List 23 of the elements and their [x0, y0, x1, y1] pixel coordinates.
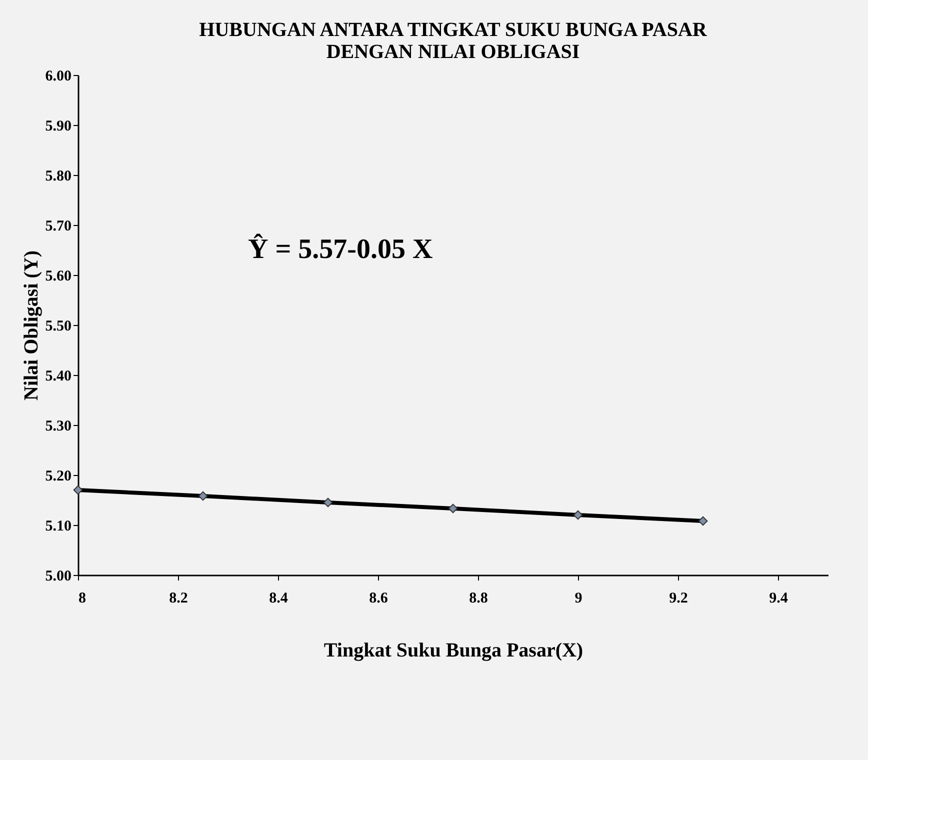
- x-tick-label: 9.2: [669, 590, 688, 606]
- y-tick-label: 5.90: [45, 118, 72, 134]
- y-tick-label: 5.40: [45, 368, 72, 384]
- y-tick-label: 5.20: [45, 468, 72, 484]
- y-axis-title: Nilai Obligasi (Y): [20, 250, 42, 401]
- y-tick-label: 5.30: [45, 418, 72, 434]
- y-tick-label: 5.10: [45, 518, 72, 534]
- x-tick-label: 8: [78, 590, 86, 606]
- chart-title: HUBUNGAN ANTARA TINGKAT SUKU BUNGA PASAR DENGAN NILAI OBLIGASI: [199, 19, 708, 63]
- annotation: Ŷ = 5.57-0.05 X: [248, 233, 433, 265]
- y-tick-label: 5.60: [45, 268, 72, 284]
- x-axis-title: Tingkat Suku Bunga Pasar(X): [324, 640, 584, 662]
- x-tick-label: 8.8: [469, 590, 488, 606]
- x-tick-label: 9.4: [769, 590, 788, 606]
- y-tick-label: 5.50: [45, 318, 72, 334]
- x-tick-label: 8.2: [169, 590, 188, 606]
- y-tick-label: 5.70: [45, 218, 72, 234]
- y-tick-label: 5.00: [45, 568, 72, 584]
- y-tick-label: 5.80: [45, 168, 72, 184]
- y-tick-label: 6.00: [45, 68, 72, 84]
- x-tick-label: 8.4: [269, 590, 288, 606]
- x-tick-label: 8.6: [369, 590, 388, 606]
- x-tick-label: 9: [574, 590, 582, 606]
